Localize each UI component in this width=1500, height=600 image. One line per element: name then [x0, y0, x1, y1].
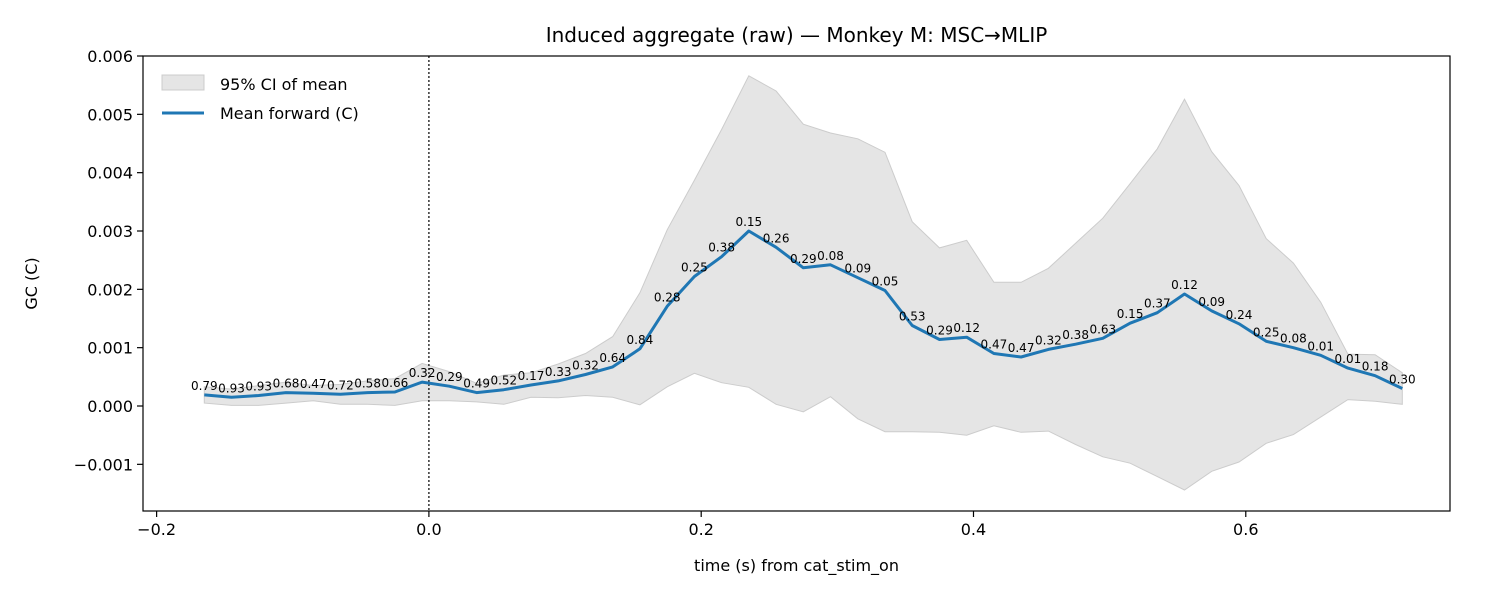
point-label: 0.08: [1280, 332, 1307, 346]
point-label: 0.12: [1171, 278, 1198, 292]
legend-band-label: 95% CI of mean: [220, 75, 348, 94]
point-label: 0.79: [191, 379, 218, 393]
point-label: 0.64: [599, 351, 626, 365]
point-label: 0.25: [681, 261, 708, 275]
point-label: 0.29: [790, 252, 817, 266]
x-tick-label: 0.2: [688, 520, 713, 539]
point-label: 0.33: [545, 365, 572, 379]
point-label: 0.29: [436, 370, 463, 384]
point-label: 0.32: [1035, 333, 1062, 347]
point-label: 0.63: [1089, 322, 1116, 336]
x-tick-label: 0.0: [416, 520, 441, 539]
point-label: 0.32: [409, 366, 436, 380]
y-tick-label: 0.006: [87, 47, 133, 66]
point-label: 0.01: [1307, 339, 1334, 353]
y-tick-label: 0.004: [87, 164, 133, 183]
point-label: 0.93: [245, 380, 272, 394]
point-label: 0.37: [1144, 297, 1171, 311]
point-label: 0.24: [1226, 308, 1253, 322]
x-axis-label: time (s) from cat_stim_on: [694, 556, 899, 576]
point-label: 0.68: [273, 377, 300, 391]
x-axis-ticks: −0.2 0.0 0.2 0.4 0.6: [137, 511, 1259, 539]
point-label: 0.47: [300, 377, 327, 391]
y-axis-ticks: −0.001 0.000 0.001 0.002 0.003 0.004 0.005 0.00…: [74, 47, 143, 474]
point-label: 0.93: [218, 381, 245, 395]
point-label: 0.84: [627, 333, 654, 347]
point-label: 0.09: [1198, 295, 1225, 309]
point-label: 0.49: [463, 377, 490, 391]
point-label: 0.47: [981, 338, 1008, 352]
point-label: 0.08: [817, 249, 844, 263]
x-tick-label: 0.6: [1233, 520, 1258, 539]
point-label: 0.38: [708, 241, 735, 255]
point-label: 0.26: [763, 231, 790, 245]
point-label: 0.72: [327, 378, 354, 392]
y-tick-label: 0.003: [87, 222, 133, 241]
x-tick-label: −0.2: [137, 520, 176, 539]
point-label: 0.58: [354, 377, 381, 391]
point-label: 0.25: [1253, 325, 1280, 339]
point-label: 0.05: [872, 275, 899, 289]
point-label: 0.15: [735, 215, 762, 229]
y-tick-label: 0.000: [87, 397, 133, 416]
plot-area: 0.79 0.93 0.93 0.68 0.47 0.72 0.58 0.660.32 0.29…: [191, 56, 1416, 511]
plot-frame: [142, 55, 1451, 512]
point-label: 0.29: [926, 324, 953, 338]
point-label: 0.38: [1062, 328, 1089, 342]
point-label: 0.30: [1389, 373, 1416, 387]
point-label: 0.52: [490, 374, 517, 388]
y-tick-label: 0.001: [87, 339, 133, 358]
point-label: 0.15: [1117, 307, 1144, 321]
point-label: 0.66: [382, 376, 409, 390]
x-tick-label: 0.4: [961, 520, 986, 539]
point-label: 0.28: [654, 290, 681, 304]
point-label: 0.53: [899, 310, 926, 324]
ci-band: [203, 75, 1403, 491]
y-axis-label: GC (C): [22, 257, 41, 309]
y-tick-label: −0.001: [74, 455, 133, 474]
y-tick-label: 0.002: [87, 280, 133, 299]
y-tick-label: 0.005: [87, 105, 133, 124]
legend-band-swatch: [161, 74, 205, 91]
point-label: 0.01: [1335, 352, 1362, 366]
point-label: 0.12: [953, 321, 980, 335]
point-label: 0.09: [844, 262, 871, 276]
point-label: 0.47: [1008, 341, 1035, 355]
mean-forward-line: [204, 229, 1403, 399]
chart-title: Induced aggregate (raw) — Monkey M: MSC→…: [546, 23, 1048, 47]
point-label: 0.32: [572, 359, 599, 373]
point-label: 0.18: [1362, 360, 1389, 374]
point-label: 0.17: [518, 369, 545, 383]
legend-line-label: Mean forward (C): [220, 104, 359, 123]
point-labels: 0.79 0.93 0.93 0.68 0.47 0.72 0.58 0.660.32 0.29…: [191, 215, 1416, 395]
legend: 95% CI of mean Mean forward (C): [161, 74, 359, 123]
